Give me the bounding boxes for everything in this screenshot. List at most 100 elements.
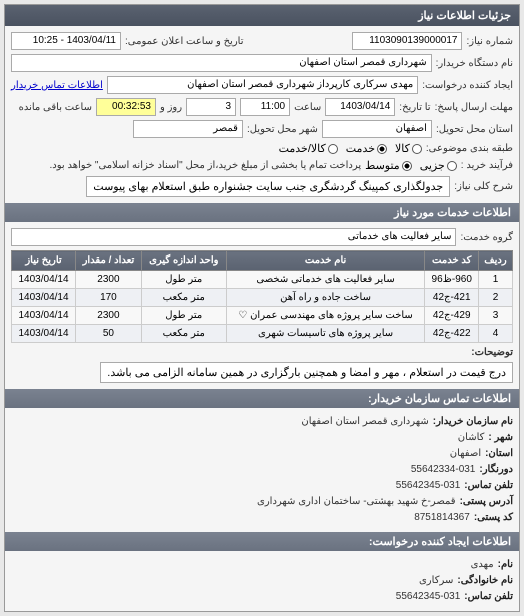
province-label: استان محل تحویل: [436, 124, 513, 135]
row-deadline: مهلت ارسال پاسخ: تا تاریخ: 1403/04/14 سا… [11, 98, 513, 116]
info-key: تلفن تماس: [464, 480, 513, 491]
info-line: استان: اصفهان [11, 446, 513, 462]
info-value: کاشان [458, 432, 485, 443]
requester-header: اطلاعات ایجاد کننده درخواست: [5, 532, 519, 551]
info-line: آدرس پستی: قمصر-خ شهید بهشتی- ساختمان ادا… [11, 494, 513, 510]
col-date: تاریخ نیاز [12, 251, 76, 271]
days-remaining: 3 [186, 98, 236, 116]
process-label: فرآیند خرید : [461, 160, 513, 171]
table-cell: 2 [478, 289, 512, 307]
process-note: پرداخت تمام یا بخشی از مبلغ خرید،از محل … [50, 160, 362, 171]
time-label: ساعت [294, 102, 321, 113]
info-line: دورنگار:031-55642334 [11, 462, 513, 478]
requester-value: مهدی سرکاری کارپرداز شهرداری قمصر استان … [107, 76, 418, 94]
table-cell: ساخت جاده و راه آهن [226, 289, 425, 307]
radio-dot-icon [377, 144, 387, 154]
requester-info-list: نام:مهدینام خانوادگی:سرکاریتلفن تماس:031… [11, 557, 513, 605]
contact-header: اطلاعات تماس سازمان خریدار: [5, 389, 519, 408]
radio-minor-label: جزیی [420, 159, 445, 172]
table-cell: 1403/04/14 [12, 271, 76, 289]
services-table: ردیف کد خدمت نام خدمت واحد اندازه گیری ت… [11, 250, 513, 343]
table-cell: 1 [478, 271, 512, 289]
table-cell: ساخت سایر پروژه های مهندسی عمران ♡ [226, 307, 425, 325]
table-cell: 3 [478, 307, 512, 325]
row-service-group: گروه خدمت: سایر فعالیت های خدماتی [11, 228, 513, 246]
deadline-date: 1403/04/14 [325, 98, 395, 116]
radio-goods[interactable]: کالا [395, 142, 422, 155]
table-cell: 2300 [76, 271, 142, 289]
table-cell: متر مکعب [141, 325, 226, 343]
table-row[interactable]: 3429-ج42ساخت سایر پروژه های مهندسی عمران… [12, 307, 513, 325]
table-cell: 422-ج42 [425, 325, 479, 343]
col-name: نام خدمت [226, 251, 425, 271]
col-index: ردیف [478, 251, 512, 271]
table-cell: 421-ج42 [425, 289, 479, 307]
service-group-label: گروه خدمت: [460, 232, 513, 243]
service-group-value: سایر فعالیت های خدماتی [11, 228, 456, 246]
info-key: تلفن تماس: [464, 591, 513, 602]
province-value: اصفهان [322, 120, 432, 138]
days-label: روز و [160, 102, 182, 113]
table-cell: 960-ظ96 [425, 271, 479, 289]
info-key: استان: [485, 448, 513, 459]
radio-service[interactable]: خدمت [346, 142, 387, 155]
table-header-row: ردیف کد خدمت نام خدمت واحد اندازه گیری ت… [12, 251, 513, 271]
deadline-label: مهلت ارسال پاسخ: [435, 102, 513, 113]
info-line: تلفن تماس:031-55642345 [11, 478, 513, 494]
table-cell: متر طول [141, 271, 226, 289]
city-label: شهر محل تحویل: [247, 124, 318, 135]
need-number-value: 1103090139000017 [352, 32, 462, 50]
table-cell: 1403/04/14 [12, 289, 76, 307]
info-line: تلفن تماس:031-55642345 [11, 589, 513, 605]
table-row[interactable]: 4422-ج42سایر پروژه های تاسیسات شهریمتر م… [12, 325, 513, 343]
info-line: شهر :کاشان [11, 430, 513, 446]
panel-title: جزئیات اطلاعات نیاز [5, 5, 519, 26]
table-row[interactable]: 2421-ج42ساخت جاده و راه آهنمتر مکعب17014… [12, 289, 513, 307]
radio-medium[interactable]: متوسط [365, 159, 412, 172]
info-line: نام:مهدی [11, 557, 513, 573]
info-value: قمصر-خ شهید بهشتی- ساختمان اداری شهرداری [257, 496, 456, 507]
requester-label: ایجاد کننده درخواست: [422, 80, 513, 91]
table-row[interactable]: 1960-ظ96سایر فعالیت های خدماتی شخصیمتر ط… [12, 271, 513, 289]
countdown-timer: 00:32:53 [96, 98, 156, 116]
table-cell: سایر فعالیت های خدماتی شخصی [226, 271, 425, 289]
deadline-time: 11:00 [240, 98, 290, 116]
contact-info-list: نام سازمان خریدار:شهرداری قمصر استان اصف… [11, 414, 513, 526]
radio-dot-icon [412, 144, 422, 154]
col-qty: تعداد / مقدار [76, 251, 142, 271]
row-need-number: شماره نیاز: 1103090139000017 تاریخ و ساع… [11, 32, 513, 50]
info-value: شهرداری قمصر استان اصفهان [301, 416, 428, 427]
radio-both-label: کالا/خدمت [279, 142, 326, 155]
announce-date-value: 1403/04/11 - 10:25 [11, 32, 121, 50]
buyer-org-label: نام دستگاه خریدار: [436, 58, 513, 69]
info-value: 031-55642345 [396, 591, 461, 602]
row-buyer-org: نام دستگاه خریدار: شهرداری قمصر استان اص… [11, 54, 513, 72]
need-number-label: شماره نیاز: [466, 36, 513, 47]
buyer-contact-link[interactable]: اطلاعات تماس خریدار [11, 80, 103, 91]
table-cell: 1403/04/14 [12, 325, 76, 343]
info-key: آدرس پستی: [460, 496, 513, 507]
radio-service-label: خدمت [346, 142, 375, 155]
info-key: کد پستی: [474, 512, 513, 523]
to-date-label: تا تاریخ: [399, 102, 430, 113]
radio-goods-label: کالا [395, 142, 410, 155]
remain-label: ساعت باقی مانده [19, 102, 92, 113]
announce-date-label: تاریخ و ساعت اعلان عمومی: [125, 36, 244, 47]
radio-both[interactable]: کالا/خدمت [279, 142, 338, 155]
info-value: 031-55642345 [396, 480, 461, 491]
process-radio-group: جزیی متوسط [365, 159, 457, 172]
city-value: قمصر [133, 120, 243, 138]
radio-minor[interactable]: جزیی [420, 159, 457, 172]
row-requester: ایجاد کننده درخواست: مهدی سرکاری کارپردا… [11, 76, 513, 94]
info-value: اصفهان [450, 448, 481, 459]
radio-dot-icon [447, 161, 457, 171]
info-line: نام سازمان خریدار:شهرداری قمصر استان اصف… [11, 414, 513, 430]
explanation-text: درج قیمت در استعلام ، مهر و امضا و همچنی… [100, 362, 513, 383]
radio-dot-icon [402, 161, 412, 171]
info-key: دورنگار: [479, 464, 513, 475]
row-explanation-text: درج قیمت در استعلام ، مهر و امضا و همچنی… [11, 362, 513, 383]
col-unit: واحد اندازه گیری [141, 251, 226, 271]
details-panel: جزئیات اطلاعات نیاز شماره نیاز: 11030901… [4, 4, 520, 612]
category-label: طبقه بندی موضوعی: [426, 143, 513, 154]
description-label: شرح کلی نیاز: [454, 181, 513, 192]
